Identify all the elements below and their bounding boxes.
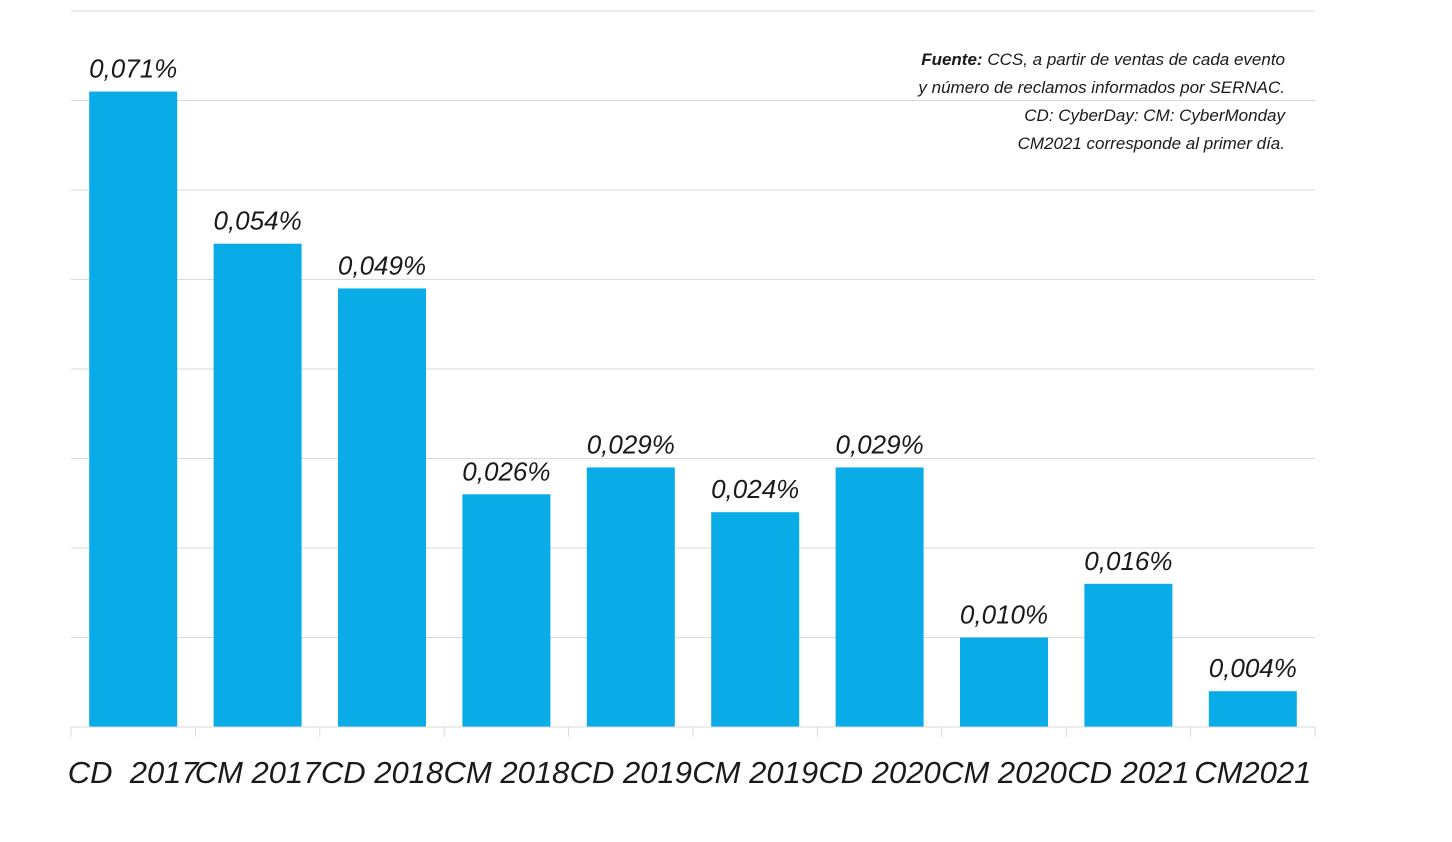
x-tick-label: CD 2021 [1067, 755, 1189, 790]
data-labels: 0,071% 0,054% 0,049% 0,026% 0,029% 0,024% 0,02… [89, 54, 1297, 684]
x-tick-label: CM 2019 [692, 755, 818, 790]
bar [586, 467, 675, 727]
bar [1084, 583, 1173, 727]
data-label: 0,029% [836, 429, 924, 459]
data-label: 0,029% [587, 429, 675, 459]
bar [462, 494, 551, 727]
data-label: 0,026% [462, 456, 550, 486]
bar [835, 467, 924, 727]
bar [1208, 691, 1297, 727]
bar [338, 288, 426, 727]
bar [213, 243, 302, 727]
data-label: 0,071% [89, 54, 177, 84]
bar [960, 637, 1048, 727]
x-tick-label: CD 2018 [321, 755, 444, 790]
data-label: 0,016% [1084, 546, 1172, 576]
source-note: Fuente: CCS, a partir de ventas de cada … [918, 46, 1285, 158]
x-tick-label: CM 2017 [195, 755, 323, 790]
source-label: Fuente: [921, 50, 983, 69]
source-text: CCS, a partir de ventas de cada evento [982, 50, 1285, 69]
source-note-line-4: CM2021 corresponde al primer día. [1017, 134, 1285, 153]
x-tick-label: CM 2018 [444, 755, 571, 790]
x-tick-label: CD 2017 [68, 755, 201, 790]
data-label: 0,054% [214, 206, 302, 236]
x-tick-label: CD 2019 [570, 755, 692, 790]
source-note-line-2: y número de reclamos informados por SERN… [918, 78, 1285, 97]
source-note-line-1: Fuente: CCS, a partir de ventas de cada … [918, 46, 1285, 74]
x-tick-label: CM2021 [1194, 755, 1311, 790]
data-label: 0,010% [960, 600, 1048, 630]
data-label: 0,024% [711, 474, 799, 504]
data-label: 0,004% [1209, 653, 1297, 683]
x-tick-label: CM 2020 [941, 755, 1067, 790]
bar [89, 91, 178, 728]
bar [711, 512, 800, 727]
x-tick-label: CD 2020 [818, 755, 940, 790]
source-note-line-3: CD: CyberDay: CM: CyberMonday [1024, 106, 1285, 125]
data-label: 0,049% [338, 250, 426, 280]
bars [89, 91, 1297, 728]
